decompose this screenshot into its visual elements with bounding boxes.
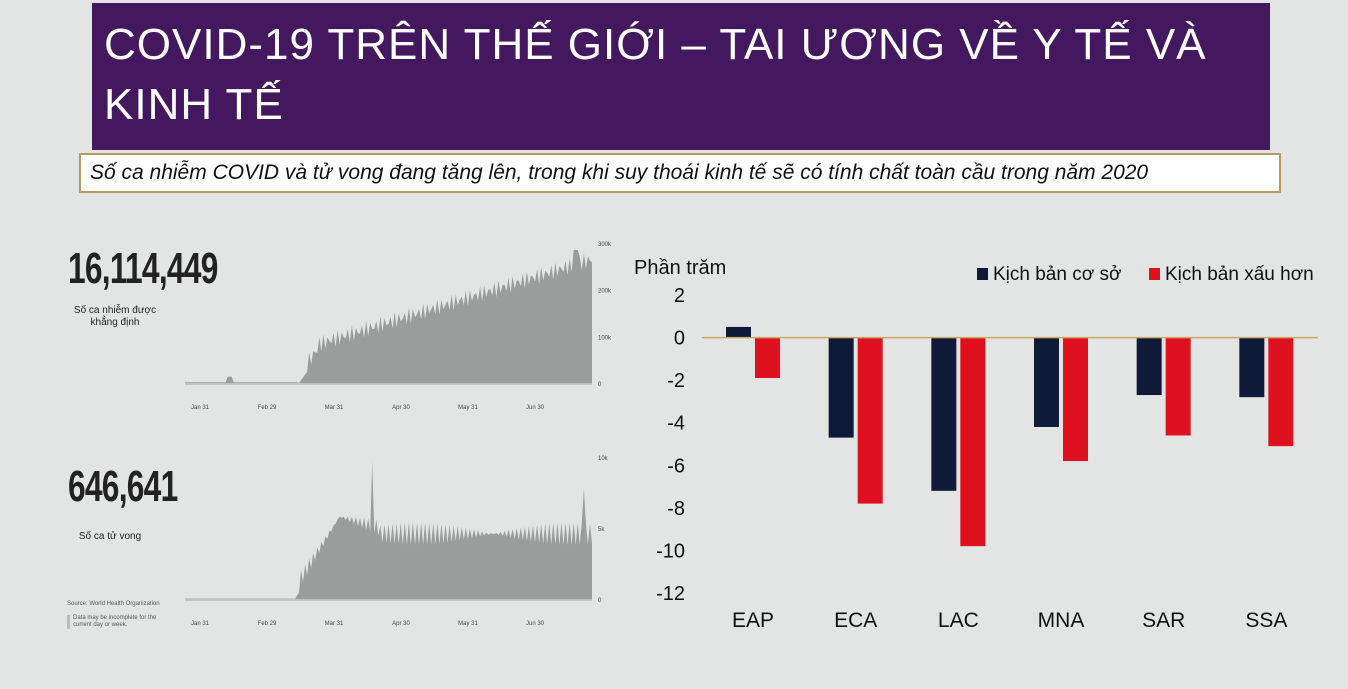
- x-tick-label: Jan 31: [191, 621, 210, 627]
- bar-mna-worse: [1063, 337, 1088, 462]
- y-tick-label: -2: [667, 370, 685, 392]
- legend-swatch: [977, 268, 988, 280]
- daily-bars-area: [185, 461, 592, 599]
- y-tick-label: 300k: [598, 242, 612, 248]
- x-tick-label: MNA: [1038, 609, 1085, 632]
- legend-label: Kịch bản xấu hơn: [1165, 264, 1314, 285]
- bar-sar-base: [1136, 337, 1162, 396]
- cases-number: 16,114,449: [68, 244, 218, 293]
- y-tick-label: 5k: [598, 527, 605, 533]
- bar-ssa-base: [1239, 337, 1265, 398]
- deaths-bar-chart: Jan 31 Feb 29 Mar 31 Apr 30 May 31 Jun 30 10k 5…: [185, 456, 609, 627]
- x-tick-label: May 31: [458, 405, 478, 411]
- x-tick-label: Mar 31: [325, 405, 344, 411]
- x-tick-label: Jan 31: [191, 405, 210, 411]
- bar-mna-base: [1034, 337, 1059, 427]
- y-tick-label: -10: [656, 540, 685, 562]
- x-tick-label: LAC: [938, 609, 979, 632]
- source-note: Source: World Health Organization: [67, 601, 160, 607]
- x-tick-label: Feb 29: [258, 621, 277, 627]
- x-tick-label: Apr 30: [392, 621, 410, 627]
- legend-swatch: [1149, 268, 1160, 280]
- cases-label: Số ca nhiễm được khẳng định: [73, 305, 157, 328]
- subtitle-box: Số ca nhiễm COVID và tử vong đang tăng l…: [79, 153, 1281, 193]
- bar-ssa-worse: [1268, 337, 1294, 447]
- bar-eap-worse: [755, 337, 780, 379]
- bar-eap-base: [726, 326, 751, 338]
- x-tick-label: May 31: [458, 621, 478, 627]
- x-tick-label: Jun 30: [526, 405, 545, 411]
- bar-lac-base: [931, 337, 957, 491]
- y-tick-label: 0: [674, 328, 685, 350]
- y-tick-label: -12: [656, 583, 685, 605]
- y-tick-label: -4: [667, 413, 685, 435]
- x-tick-label: SAR: [1142, 609, 1185, 632]
- y-tick-label: 10k: [598, 456, 609, 462]
- y-tick-label: 0: [598, 382, 602, 388]
- bar-lac-worse: [960, 337, 986, 547]
- slide-title: COVID-19 TRÊN THẾ GIỚI – TAI ƯƠNG VỀ Y T…: [104, 20, 1207, 129]
- x-tick-label: Feb 29: [258, 405, 277, 411]
- x-tick-label: SSA: [1245, 609, 1287, 632]
- x-tick-label: EAP: [732, 609, 774, 632]
- x-tick-label: ECA: [834, 609, 877, 632]
- y-tick-label: 0: [598, 598, 602, 604]
- y-tick-label: 200k: [598, 289, 612, 295]
- gdp-bar-chart: Phần trăm 2 0 -2 -4 -6 -8 -10 -12 EAP ECA LAC MNA SAR…: [634, 257, 1318, 632]
- bar-eca-worse: [857, 337, 883, 504]
- bar-eca-base: [828, 337, 854, 438]
- y-tick-label: 2: [674, 285, 685, 307]
- bar-sar-worse: [1165, 337, 1191, 436]
- deaths-number: 646,641: [68, 462, 178, 511]
- y-tick-label: 100k: [598, 335, 612, 341]
- y-tick-label: -8: [667, 498, 685, 520]
- daily-bars-area: [185, 250, 592, 383]
- x-tick-label: Jun 30: [526, 621, 545, 627]
- title-banner: COVID-19 TRÊN THẾ GIỚI – TAI ƯƠNG VỀ Y T…: [92, 3, 1270, 150]
- y-tick-label: -6: [667, 455, 685, 477]
- deaths-label: Số ca tử vong: [78, 531, 142, 542]
- cases-bar-chart: Jan 31 Feb 29 Mar 31 Apr 30 May 31 Jun 30 300k…: [185, 242, 612, 411]
- legend-label: Kịch bản cơ sở: [993, 264, 1121, 285]
- data-note: Data may be incomplete for the current d…: [67, 615, 163, 629]
- x-tick-label: Mar 31: [325, 621, 344, 627]
- x-tick-label: Apr 30: [392, 405, 410, 411]
- y-axis-label: Phần trăm: [634, 257, 726, 279]
